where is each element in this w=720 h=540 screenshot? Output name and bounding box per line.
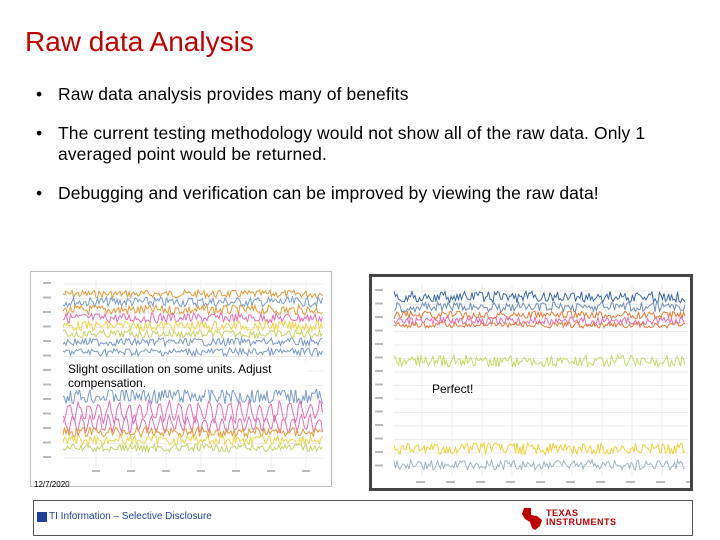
series-line	[62, 336, 323, 348]
bullet-text: Debugging and verification can be improv…	[58, 183, 599, 203]
series-line	[62, 386, 323, 406]
series-line	[393, 441, 686, 456]
bullet-list: • Raw data analysis provides many of bene…	[36, 84, 716, 222]
series-line	[62, 442, 323, 454]
series-line	[62, 346, 323, 358]
series-line	[62, 303, 323, 317]
series-line	[62, 311, 323, 325]
tick-mark	[626, 481, 635, 483]
tick-mark	[162, 470, 170, 472]
tick-mark	[232, 470, 240, 472]
left-chart-caption: Slight oscillation on some units. Adjust…	[68, 362, 308, 390]
tick-mark	[375, 356, 383, 359]
tick-mark	[506, 481, 515, 483]
texas-state-icon	[522, 508, 542, 530]
bullet-item: • Debugging and verification can be impro…	[36, 183, 716, 204]
tick-mark	[43, 311, 51, 313]
tick-mark	[43, 296, 51, 299]
tick-mark	[92, 470, 100, 472]
right-chart-caption: Perfect!	[432, 382, 474, 396]
tick-mark	[375, 451, 383, 453]
tick-mark	[375, 424, 383, 426]
bullet-glyph: •	[36, 123, 43, 143]
tick-mark	[375, 410, 383, 413]
series-line	[62, 328, 323, 340]
footer-square-icon	[37, 512, 47, 522]
ti-logo: TEXAS INSTRUMENTS	[520, 505, 620, 533]
tick-mark	[375, 329, 383, 332]
series-line	[393, 321, 686, 330]
bullet-text: The current testing methodology would no…	[58, 123, 646, 164]
series-line	[62, 434, 323, 447]
tick-mark	[375, 289, 383, 291]
tick-mark	[686, 481, 690, 483]
tick-mark	[375, 316, 383, 318]
tick-mark	[302, 470, 310, 472]
series-line	[62, 412, 323, 434]
tick-mark	[656, 481, 665, 483]
tick-mark	[375, 464, 383, 467]
tick-mark	[43, 354, 51, 357]
tick-mark	[446, 481, 455, 483]
right-chart-svg	[375, 285, 690, 483]
series-line	[393, 309, 686, 321]
tick-mark	[127, 470, 135, 472]
tick-mark	[43, 383, 51, 386]
series-line	[62, 425, 323, 439]
footer-classification: TI Information – Selective Disclosure	[49, 511, 212, 522]
tick-mark	[375, 343, 383, 345]
bullet-glyph: •	[36, 183, 43, 203]
series-line	[393, 353, 686, 369]
tick-mark	[375, 397, 383, 399]
slide-title: Raw data Analysis	[25, 26, 254, 57]
tick-mark	[43, 282, 51, 284]
tick-mark	[476, 481, 485, 483]
logo-text: TEXAS INSTRUMENTS	[546, 509, 617, 527]
tick-mark	[43, 427, 51, 429]
tick-mark	[43, 441, 51, 444]
tick-mark	[416, 481, 425, 483]
tick-mark	[43, 325, 51, 328]
tick-mark	[375, 370, 383, 372]
tick-mark	[43, 398, 51, 400]
series-line	[62, 319, 323, 333]
right-raw-data-chart	[369, 274, 693, 491]
series-line	[62, 398, 323, 425]
slide-date: 12/7/2020	[34, 480, 70, 489]
logo-line2: INSTRUMENTS	[546, 517, 617, 527]
tick-mark	[375, 437, 383, 440]
tick-mark	[43, 456, 51, 458]
tick-mark	[375, 383, 383, 386]
tick-mark	[596, 481, 605, 483]
logo-line1: TEXAS	[546, 508, 579, 518]
series-line	[62, 288, 323, 300]
bullet-item: • The current testing methodology would n…	[36, 123, 716, 165]
bullet-glyph: •	[36, 84, 43, 104]
series-line	[393, 300, 686, 314]
series-line	[62, 295, 323, 309]
bullet-item: • Raw data analysis provides many of bene…	[36, 84, 716, 105]
series-line	[393, 289, 686, 305]
tick-mark	[43, 340, 51, 342]
series-line	[393, 458, 686, 472]
tick-mark	[536, 481, 545, 483]
tick-mark	[43, 412, 51, 415]
tick-mark	[43, 369, 51, 371]
tick-mark	[566, 481, 575, 483]
bullet-text: Raw data analysis provides many of benef…	[58, 84, 409, 104]
tick-mark	[197, 470, 205, 472]
tick-mark	[267, 470, 275, 472]
footer-bar: TI Information – Selective Disclosure TE…	[33, 500, 693, 536]
tick-mark	[375, 302, 383, 305]
